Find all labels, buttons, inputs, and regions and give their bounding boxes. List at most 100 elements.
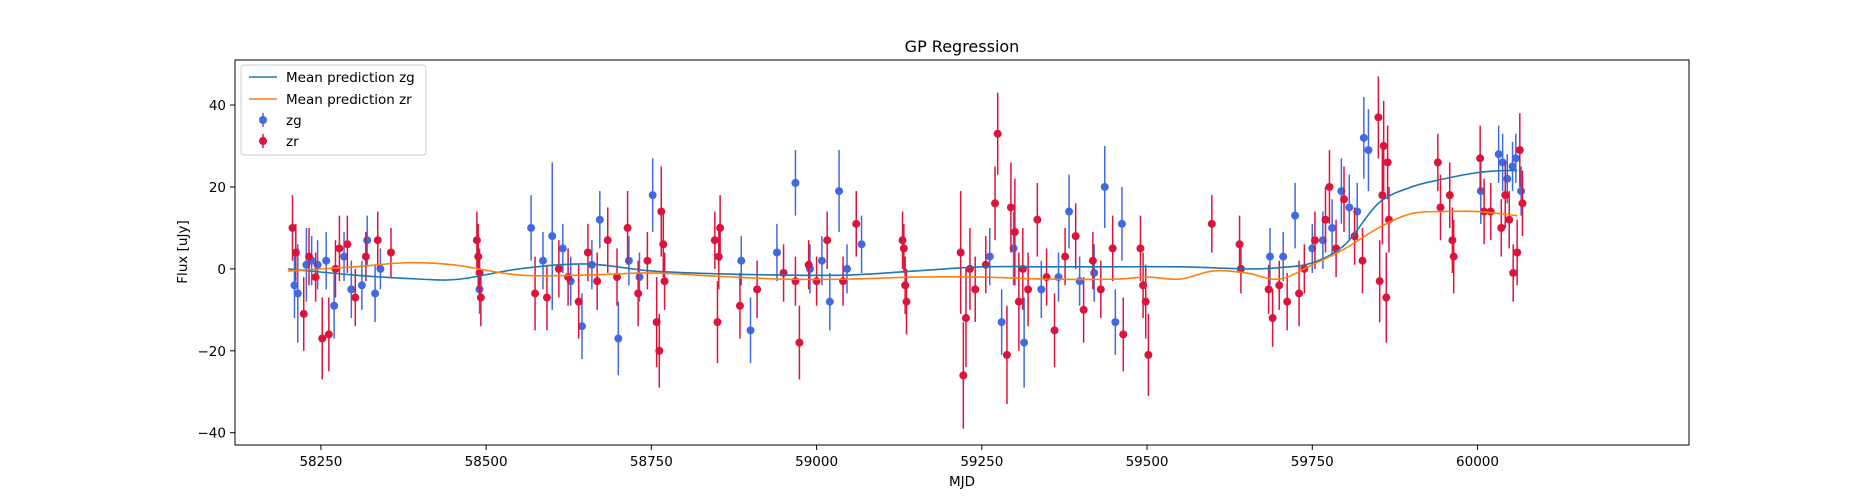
point-zr — [1283, 297, 1292, 306]
legend-label-zg: zg — [286, 113, 302, 129]
x-tick-label: 58500 — [465, 454, 508, 470]
chart-title: GP Regression — [905, 37, 1020, 56]
point-zr — [361, 252, 370, 261]
point-zr — [716, 223, 725, 232]
legend-swatch-zr-marker — [259, 137, 267, 145]
point-zg — [1279, 252, 1288, 261]
legend-label-mean-zg: Mean prediction zg — [286, 70, 415, 86]
point-zr — [643, 256, 652, 265]
point-zr — [1295, 289, 1304, 298]
point-zg — [835, 187, 844, 196]
point-zg — [1291, 211, 1300, 220]
point-zr — [971, 285, 980, 294]
point-zr — [1096, 285, 1105, 294]
point-zr — [902, 297, 911, 306]
point-zr — [554, 264, 563, 273]
point-zg — [1265, 252, 1274, 261]
point-zr — [634, 289, 643, 298]
point-zr — [898, 236, 907, 245]
point-zg — [1359, 133, 1368, 142]
x-tick-label: 59250 — [960, 454, 1003, 470]
point-zg — [290, 281, 299, 290]
point-zg — [538, 256, 547, 265]
point-zr — [1445, 191, 1454, 200]
point-zg — [293, 289, 302, 298]
point-zr — [961, 314, 970, 323]
plot-frame — [234, 59, 1690, 446]
point-zr — [299, 309, 308, 318]
point-zr — [735, 301, 744, 310]
point-zr — [583, 248, 592, 257]
point-zr — [795, 338, 804, 347]
point-zg — [1100, 182, 1109, 191]
point-zr — [1515, 146, 1524, 155]
point-zr — [1275, 281, 1284, 290]
point-zr — [1497, 223, 1506, 232]
point-zg — [1065, 207, 1074, 216]
point-zr — [812, 277, 821, 286]
point-zr — [331, 264, 340, 273]
point-zr — [318, 334, 327, 343]
point-zr — [1061, 252, 1070, 261]
point-zg — [985, 252, 994, 261]
y-tick-label: 20 — [209, 180, 226, 196]
point-zr — [603, 236, 612, 245]
point-zr — [1449, 252, 1458, 261]
point-zr — [991, 199, 1000, 208]
point-zg — [577, 322, 586, 331]
point-zr — [1321, 215, 1330, 224]
point-zr — [1350, 232, 1359, 241]
point-zr — [593, 277, 602, 286]
point-zg — [340, 252, 349, 261]
point-zr — [324, 330, 333, 339]
point-zg — [1328, 223, 1337, 232]
point-zg — [737, 256, 746, 265]
point-zr — [574, 297, 583, 306]
line-mean-prediction-zr — [287, 210, 1518, 281]
point-zr — [1325, 182, 1334, 191]
point-zg — [595, 215, 604, 224]
point-zr — [1108, 244, 1117, 253]
point-zr — [474, 252, 483, 261]
x-axis-label: MJD — [949, 474, 975, 490]
x-axis: 58250 58500 58750 59000 59250 59500 59750 60000 — [299, 445, 1499, 470]
point-zg — [1517, 187, 1526, 196]
point-zr — [713, 318, 722, 327]
point-zr — [1513, 248, 1522, 257]
point-zr — [1002, 350, 1011, 359]
point-zr — [311, 273, 320, 282]
point-zr — [1436, 203, 1445, 212]
point-zr — [1383, 158, 1392, 167]
point-zr — [657, 207, 666, 216]
point-zr — [288, 223, 297, 232]
point-zr — [386, 248, 395, 257]
point-zr — [1033, 215, 1042, 224]
point-zr — [1379, 142, 1388, 151]
point-zr — [1207, 219, 1216, 228]
point-zr — [1486, 207, 1495, 216]
point-zr — [1071, 232, 1080, 241]
line-mean-prediction-zg — [287, 169, 1518, 281]
point-zg — [1511, 154, 1520, 163]
point-zr — [1518, 199, 1527, 208]
point-zr — [1024, 285, 1033, 294]
point-zg — [614, 334, 623, 343]
point-zr — [660, 277, 669, 286]
x-tick-label: 60000 — [1456, 454, 1499, 470]
point-zr — [1010, 228, 1019, 237]
point-zr — [852, 219, 861, 228]
point-zr — [476, 293, 485, 302]
point-zg — [791, 178, 800, 187]
point-zr — [542, 293, 551, 302]
point-zg — [857, 240, 866, 249]
x-tick-label: 59750 — [1291, 454, 1334, 470]
point-zr — [804, 260, 813, 269]
point-zg — [1075, 277, 1084, 286]
point-zg — [746, 326, 755, 335]
point-zr — [1509, 268, 1518, 277]
point-zr — [753, 285, 762, 294]
point-zr — [1050, 326, 1059, 335]
point-zr — [1136, 244, 1145, 253]
point-zg — [1508, 162, 1517, 171]
point-zg — [817, 256, 826, 265]
